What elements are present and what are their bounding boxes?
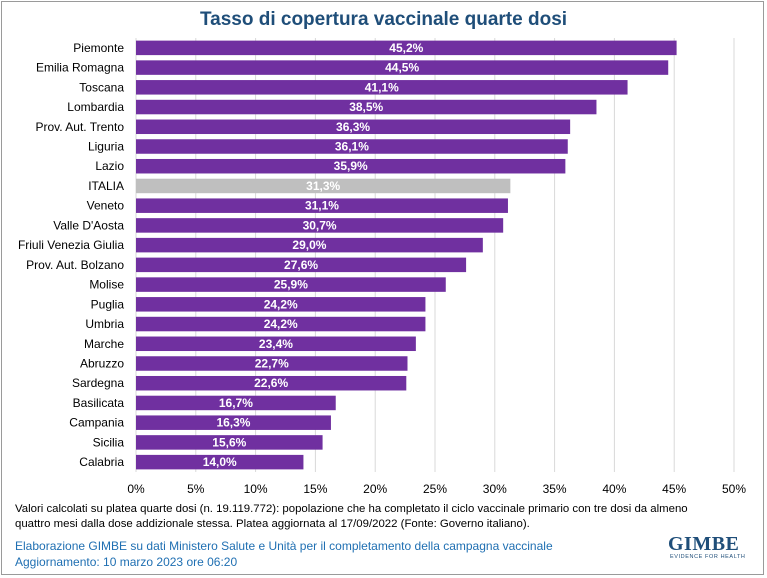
credit-line-1: Elaborazione GIMBE su dati Ministero Sal… bbox=[15, 539, 553, 553]
category-label: Veneto bbox=[87, 199, 125, 213]
bar bbox=[136, 257, 467, 273]
bar bbox=[136, 178, 511, 194]
footnote-line-2: quattro mesi dalla dose addizionale stes… bbox=[15, 518, 530, 530]
category-label: Campania bbox=[69, 416, 124, 430]
value-label: 15,6% bbox=[212, 435, 246, 449]
x-tick-label: 15% bbox=[303, 482, 327, 496]
category-label: Marche bbox=[84, 337, 124, 351]
category-label: Toscana bbox=[79, 80, 124, 94]
category-label: Molise bbox=[89, 278, 124, 292]
value-label: 41,1% bbox=[365, 80, 399, 94]
value-label: 30,7% bbox=[303, 218, 337, 232]
value-label: 44,5% bbox=[385, 61, 419, 75]
bar bbox=[136, 316, 426, 332]
category-label: Basilicata bbox=[73, 396, 125, 410]
x-tick-label: 20% bbox=[363, 482, 387, 496]
value-label: 16,3% bbox=[216, 416, 250, 430]
logo-tagline: EVIDENCE FOR HEALTH bbox=[670, 554, 746, 560]
value-label: 14,0% bbox=[203, 455, 237, 469]
x-tick-label: 5% bbox=[187, 482, 205, 496]
value-label: 38,5% bbox=[349, 100, 383, 114]
value-label: 35,9% bbox=[334, 159, 368, 173]
x-tick-label: 30% bbox=[483, 482, 507, 496]
category-label: Sardegna bbox=[72, 376, 124, 390]
x-tick-label: 35% bbox=[543, 482, 567, 496]
bar bbox=[136, 158, 566, 174]
bar bbox=[136, 99, 597, 115]
value-label: 24,2% bbox=[264, 297, 298, 311]
category-label: Friuli Venezia Giulia bbox=[18, 238, 124, 252]
value-label: 29,0% bbox=[292, 238, 326, 252]
value-label: 23,4% bbox=[259, 337, 293, 351]
value-label: 22,6% bbox=[254, 376, 288, 390]
bar bbox=[136, 80, 628, 95]
value-label: 27,6% bbox=[284, 258, 318, 272]
footnote-line-1: Valori calcolati su platea quarte dosi (… bbox=[15, 503, 688, 515]
update-timestamp: Aggiornamento: 10 marzo 2023 ore 06:20 bbox=[15, 555, 238, 569]
gimbe-logo: GIMBE EVIDENCE FOR HEALTH bbox=[668, 534, 752, 564]
category-label: Piemonte bbox=[73, 41, 124, 55]
bar bbox=[136, 198, 508, 213]
chart-title: Tasso di copertura vaccinale quarte dosi bbox=[199, 9, 568, 30]
category-label: Umbria bbox=[85, 317, 124, 331]
value-label: 45,2% bbox=[389, 41, 423, 55]
category-label: Sicilia bbox=[93, 435, 125, 449]
bar bbox=[136, 119, 571, 135]
x-tick-label: 45% bbox=[662, 482, 686, 496]
bar bbox=[136, 435, 323, 450]
category-label: Lazio bbox=[95, 159, 124, 173]
bar bbox=[136, 356, 408, 371]
bar bbox=[136, 218, 504, 233]
logo-wordmark: GIMBE bbox=[668, 533, 740, 555]
bar-chart: 0% 5% 10% 15% 20% 25% 30% 35% 40% 45% 50% Piemonte 4… bbox=[18, 38, 746, 496]
bar bbox=[136, 375, 407, 391]
value-label: 31,3% bbox=[306, 179, 340, 193]
bar bbox=[136, 277, 446, 292]
value-label: 22,7% bbox=[255, 357, 289, 371]
value-label: 16,7% bbox=[219, 396, 253, 410]
bar bbox=[136, 395, 336, 411]
bar bbox=[136, 454, 304, 470]
bar bbox=[136, 60, 669, 75]
category-label: Emilia Romagna bbox=[36, 61, 124, 75]
bar bbox=[136, 40, 677, 56]
footnote: Valori calcolati su platea quarte dosi (… bbox=[15, 502, 715, 532]
bar bbox=[136, 336, 416, 352]
value-label: 36,1% bbox=[335, 140, 369, 154]
category-label: Prov. Aut. Bolzano bbox=[26, 258, 124, 272]
bar bbox=[136, 415, 331, 430]
x-tick-label: 0% bbox=[127, 482, 145, 496]
value-label: 25,9% bbox=[274, 278, 308, 292]
category-label: Calabria bbox=[79, 455, 124, 469]
x-tick-label: 10% bbox=[244, 482, 268, 496]
category-label: Liguria bbox=[88, 140, 124, 154]
category-label: ITALIA bbox=[88, 179, 124, 193]
value-label: 36,3% bbox=[336, 120, 370, 134]
value-label: 31,1% bbox=[305, 199, 339, 213]
x-tick-label: 40% bbox=[602, 482, 626, 496]
credit: Elaborazione GIMBE su dati Ministero Sal… bbox=[15, 538, 615, 570]
value-label: 24,2% bbox=[264, 317, 298, 331]
category-label: Valle D'Aosta bbox=[53, 218, 124, 232]
category-label: Abruzzo bbox=[80, 357, 124, 371]
x-tick-label: 50% bbox=[722, 482, 746, 496]
category-label: Puglia bbox=[91, 297, 125, 311]
bar bbox=[136, 139, 568, 154]
category-label: Prov. Aut. Trento bbox=[36, 120, 125, 134]
bar bbox=[136, 237, 483, 253]
bar bbox=[136, 297, 426, 312]
category-label: Lombardia bbox=[67, 100, 124, 114]
x-tick-label: 25% bbox=[423, 482, 447, 496]
